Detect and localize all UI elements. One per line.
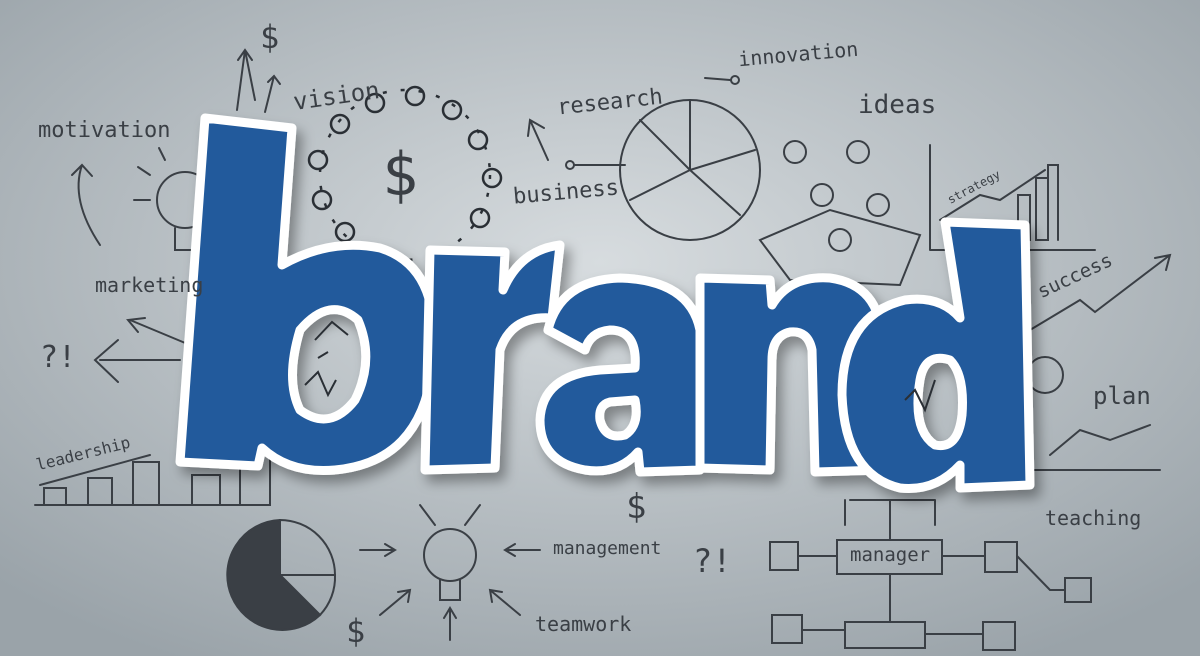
word-teaching: teaching	[1045, 506, 1142, 530]
letter-d	[837, 217, 1035, 494]
word-motivation: motivation	[38, 118, 171, 143]
dollar-sign-top: $	[260, 18, 280, 56]
dollar-sign-circle: $	[382, 140, 419, 210]
word-ideas: ideas	[858, 90, 937, 120]
word-marketing: marketing	[95, 273, 204, 297]
word-manager: manager	[850, 544, 931, 566]
word-plan: plan	[1093, 382, 1151, 410]
word-teamwork: teamwork	[535, 612, 632, 636]
word-qmark-bottom: ?!	[693, 542, 732, 580]
word-management: management	[553, 538, 662, 559]
dollar-sign-middle: $	[626, 487, 647, 527]
word-qmark-left: ?!	[40, 340, 77, 375]
dollar-sign-bottom: $	[346, 612, 366, 650]
letter-a	[535, 273, 705, 477]
